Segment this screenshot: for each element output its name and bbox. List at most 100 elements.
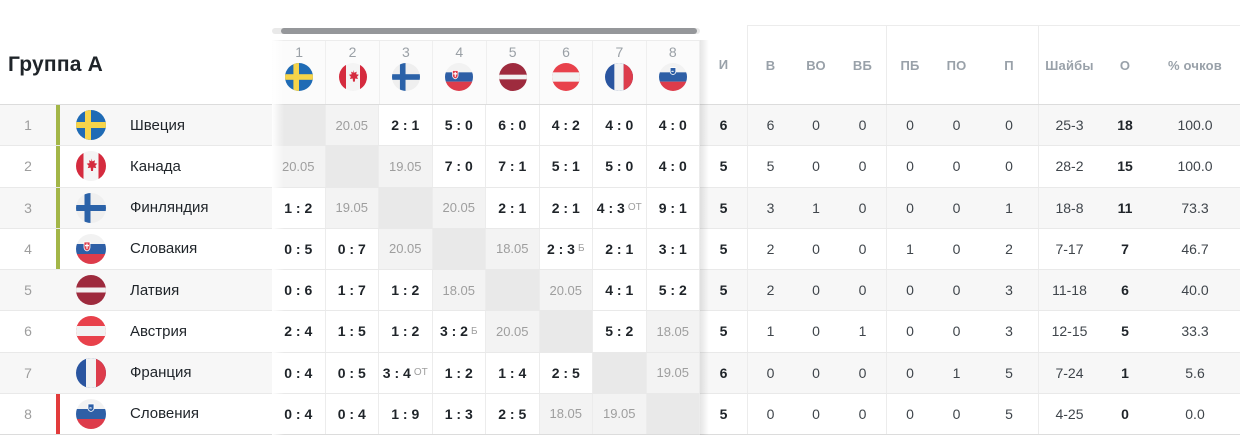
stat-cell: 5 — [1121, 323, 1129, 340]
match-result-cell[interactable]: 4 : 1 — [593, 270, 647, 311]
match-result-cell[interactable]: 1 : 3 — [432, 393, 486, 434]
scheduled-match-cell[interactable]: 19.05 — [325, 187, 379, 228]
match-result-cell[interactable]: 1 : 7 — [325, 270, 379, 311]
match-result-cell[interactable]: 3 : 4 ОТ — [379, 352, 433, 393]
match-score: 2 : 1 — [605, 240, 634, 257]
scrollbar-thumb-icon[interactable] — [281, 28, 697, 34]
team-cell[interactable]: Латвия — [60, 270, 272, 310]
match-result-cell[interactable]: 2 : 1 — [593, 228, 647, 269]
team-name[interactable]: Словакия — [130, 240, 198, 258]
match-result-cell[interactable]: 0 : 4 — [325, 393, 379, 434]
scheduled-match-cell[interactable]: 20.05 — [325, 105, 379, 146]
scheduled-match-cell[interactable]: 19.05 — [379, 146, 433, 187]
scheduled-match-cell[interactable]: 19.05 — [646, 352, 700, 393]
match-result-cell[interactable]: 0 : 7 — [325, 228, 379, 269]
scheduled-match-cell[interactable]: 19.05 — [593, 393, 647, 434]
match-result-cell[interactable]: 2 : 4 — [272, 311, 326, 352]
match-result-cell[interactable]: 6 : 0 — [486, 105, 540, 146]
flag-slovenia-icon — [76, 398, 106, 429]
match-score: 2 : 4 — [284, 323, 313, 340]
match-score: 5 : 0 — [605, 158, 634, 175]
cross-results: 20.05 19.05 7 : 0 7 : 1 5 : 1 5 : 0 4 : 0 — [272, 146, 700, 187]
qualification-accent-bar — [56, 105, 60, 146]
scheduled-match-cell[interactable]: 18.05 — [432, 270, 486, 311]
match-result-cell[interactable]: 4 : 0 — [646, 146, 700, 187]
stat-cell: 0 — [812, 240, 820, 257]
match-result-cell[interactable]: 3 : 1 — [646, 228, 700, 269]
team-name[interactable]: Словения — [130, 405, 200, 423]
result-type-suffix: Б — [470, 325, 478, 337]
match-result-cell[interactable]: 5 : 2 — [593, 311, 647, 352]
scheduled-match-cell[interactable]: 20.05 — [486, 311, 540, 352]
match-result-cell[interactable]: 4 : 3 ОТ — [593, 187, 647, 228]
scheduled-match-cell[interactable]: 18.05 — [539, 393, 593, 434]
match-result-cell[interactable]: 4 : 0 — [646, 105, 700, 146]
match-result-cell[interactable]: 0 : 5 — [325, 352, 379, 393]
match-result-cell[interactable]: 1 : 2 — [379, 270, 433, 311]
match-result-cell[interactable]: 7 : 0 — [432, 146, 486, 187]
scheduled-match-cell[interactable]: 20.05 — [272, 146, 326, 187]
scheduled-match-cell[interactable]: 20.05 — [539, 270, 593, 311]
match-result-cell[interactable]: 1 : 2 — [432, 352, 486, 393]
team-name[interactable]: Франция — [130, 364, 192, 382]
match-result-cell[interactable]: 5 : 0 — [432, 105, 486, 146]
match-result-cell[interactable]: 2 : 5 — [539, 352, 593, 393]
match-result-cell[interactable]: 2 : 1 — [539, 187, 593, 228]
match-result-cell[interactable]: 2 : 5 — [486, 393, 540, 434]
match-result-cell[interactable]: 2 : 1 — [379, 105, 433, 146]
stat-cell: 0 — [812, 117, 820, 134]
team-name[interactable]: Канада — [130, 157, 181, 175]
match-result-cell[interactable]: 1 : 5 — [325, 311, 379, 352]
team-name[interactable]: Латвия — [130, 281, 180, 299]
match-result-cell[interactable]: 5 : 1 — [539, 146, 593, 187]
scheduled-match-cell[interactable]: 18.05 — [486, 228, 540, 269]
stat-cell: 0 — [858, 158, 867, 175]
match-result-cell[interactable]: 7 : 1 — [486, 146, 540, 187]
match-result-cell[interactable]: 0 : 4 — [272, 352, 326, 393]
match-score: 4 : 0 — [605, 117, 634, 134]
stats-column-header: О — [1100, 25, 1150, 104]
team-cell[interactable]: Швеция — [60, 105, 272, 145]
match-result-cell[interactable]: 2 : 1 — [486, 187, 540, 228]
opponent-number: 8 — [668, 44, 677, 60]
match-result-cell[interactable]: 9 : 1 — [646, 187, 700, 228]
horizontal-scrollbar[interactable] — [272, 28, 700, 34]
match-result-cell[interactable]: 5 : 2 — [646, 270, 700, 311]
match-result-cell[interactable]: 4 : 0 — [593, 105, 647, 146]
stat-cell: 3 — [1005, 323, 1013, 340]
scheduled-match-cell[interactable]: 18.05 — [646, 311, 700, 352]
stats-column-header: Шайбы — [1038, 25, 1100, 104]
stat-cell: 1 — [952, 364, 961, 381]
stat-cell: 0 — [812, 364, 820, 381]
team-cell[interactable]: Словакия — [60, 229, 272, 269]
match-result-cell[interactable]: 1 : 2 — [379, 311, 433, 352]
match-score: 5 : 2 — [658, 282, 687, 299]
team-cell[interactable]: Франция — [60, 353, 272, 393]
match-result-cell[interactable]: 5 : 0 — [593, 146, 647, 187]
self-cell — [539, 311, 593, 352]
team-cell[interactable]: Словения — [60, 394, 272, 434]
position-number: 4 — [24, 240, 32, 257]
match-result-cell[interactable]: 0 : 5 — [272, 228, 326, 269]
team-name[interactable]: Австрия — [130, 322, 188, 340]
scheduled-match-cell[interactable]: 20.05 — [432, 187, 486, 228]
team-cell[interactable]: Канада — [60, 146, 272, 186]
match-result-cell[interactable]: 1 : 9 — [379, 393, 433, 434]
match-result-cell[interactable]: 1 : 4 — [486, 352, 540, 393]
match-result-cell[interactable]: 0 : 4 — [272, 393, 326, 434]
team-name[interactable]: Швеция — [130, 116, 185, 134]
team-cell[interactable]: Австрия — [60, 311, 272, 351]
stats-header: И В ВО ВБ ПБ ПО П Шайбы О% очков — [700, 25, 1240, 104]
match-score: 0 : 4 — [284, 364, 313, 381]
scheduled-match-cell[interactable]: 20.05 — [379, 228, 433, 269]
team-name[interactable]: Финляндия — [130, 199, 209, 217]
match-result-cell[interactable]: 0 : 6 — [272, 270, 326, 311]
match-result-cell[interactable]: 4 : 2 — [539, 105, 593, 146]
match-result-cell[interactable]: 1 : 2 — [272, 187, 326, 228]
team-cell[interactable]: Финляндия — [60, 188, 272, 228]
stat-cell: 18-8 — [1038, 187, 1100, 228]
stat-cell: 1 — [1121, 364, 1129, 381]
